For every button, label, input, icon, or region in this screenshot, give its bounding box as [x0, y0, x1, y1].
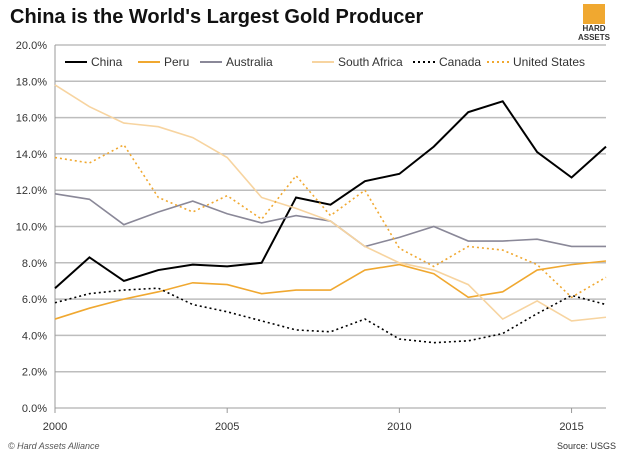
chart-title: China is the World's Largest Gold Produc… [10, 6, 424, 28]
series-line-australia [54, 193, 606, 248]
series-line-united-states [54, 143, 607, 299]
y-tick-label: 2.0% [22, 367, 47, 379]
y-tick-label: 16.0% [16, 113, 47, 125]
legend-background [57, 52, 604, 76]
source-text: Source: USGS [556, 441, 616, 451]
y-tick-label: 8.0% [22, 258, 47, 270]
x-tick-label: 2000 [43, 421, 67, 433]
y-tick-label: 12.0% [16, 185, 47, 197]
legend-label: China [91, 55, 123, 69]
legend-label: Canada [439, 55, 481, 69]
y-tick-label: 14.0% [16, 149, 47, 161]
y-tick-label: 6.0% [22, 294, 47, 306]
legend-label: South Africa [338, 55, 403, 69]
y-tick-label: 0.0% [22, 403, 47, 415]
legend-label: Australia [226, 55, 273, 69]
x-tick-label: 2005 [215, 421, 239, 433]
credit-text: © Hard Assets Alliance [8, 441, 100, 451]
legend-label: Peru [164, 55, 189, 69]
legend-label: United States [513, 55, 585, 69]
y-tick-label: 18.0% [16, 76, 47, 88]
x-tick-label: 2015 [559, 421, 583, 433]
x-tick-label: 2010 [387, 421, 411, 433]
series-line-peru [54, 260, 607, 320]
y-tick-label: 20.0% [16, 40, 47, 52]
series-line-south-africa [54, 84, 607, 322]
y-tick-label: 10.0% [16, 222, 47, 234]
series-line-china [54, 100, 607, 289]
hard-assets-logo: HARD ASSETS [566, 4, 622, 42]
y-tick-label: 4.0% [22, 330, 47, 342]
